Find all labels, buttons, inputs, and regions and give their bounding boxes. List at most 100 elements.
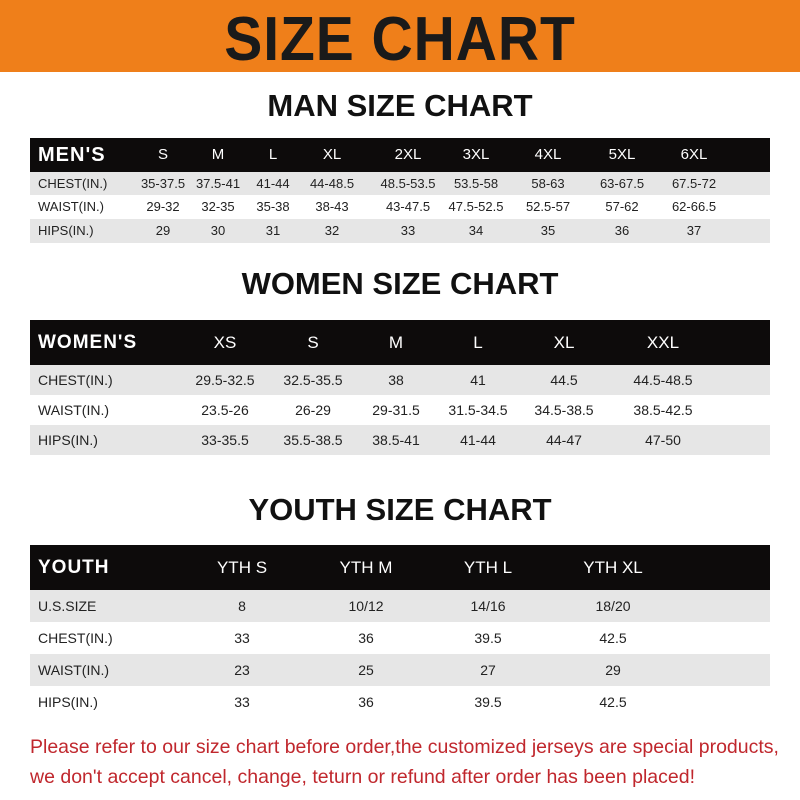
measurement-value: 33	[400, 223, 416, 238]
measurement-label: CHEST(IN.)	[38, 630, 113, 646]
size-column-header: S	[307, 333, 319, 352]
measurement-value: 35	[540, 223, 556, 238]
measurement-value: 25	[358, 662, 374, 678]
title-band	[0, 0, 800, 72]
measurement-value: 62-66.5	[671, 199, 717, 214]
table-row: WAIST(IN.) 29-32 32-35 35-38 38-43 43-47.5 47.…	[30, 195, 770, 219]
size-column-header: YTH S	[216, 558, 268, 577]
measurement-value: 38	[388, 372, 404, 388]
measurement-value: 36	[358, 694, 374, 710]
size-column-header: 2XL	[394, 146, 422, 163]
table-category-label: MEN'S	[38, 144, 106, 166]
measurement-value: 39.5	[474, 630, 502, 646]
measurement-label: WAIST(IN.)	[38, 662, 110, 678]
measurement-value: 23.5-26	[201, 402, 249, 418]
measurement-value: 35-37.5	[140, 176, 186, 191]
size-column-header: 5XL	[608, 146, 636, 163]
measurement-value: 44-47	[546, 432, 582, 448]
measurement-value: 58-63	[531, 176, 565, 191]
measurement-value: 37.5-41	[195, 176, 241, 191]
table-row: CHEST(IN.) 35-37.5 37.5-41 41-44 44-48.5 48.5…	[30, 172, 770, 195]
measurement-value: 44-48.5	[309, 176, 355, 191]
measurement-value: 41-44	[256, 176, 290, 191]
measurement-value: 36	[358, 630, 374, 646]
measurement-value: 38-43	[315, 199, 349, 214]
measurement-value: 26-29	[295, 402, 331, 418]
size-column-header: 6XL	[680, 146, 708, 163]
measurement-value: 37	[686, 223, 702, 238]
women-section-title: WOMEN SIZE CHART	[241, 266, 559, 301]
measurement-label: CHEST(IN.)	[38, 372, 113, 388]
table-category-label: WOMEN'S	[38, 332, 138, 353]
measurement-value: 47.5-52.5	[448, 199, 504, 214]
measurement-value: 43-47.5	[385, 199, 431, 214]
measurement-value: 34	[468, 223, 484, 238]
measurement-value: 30	[210, 223, 226, 238]
table-row: CHEST(IN.) 33 36 39.5 42.5	[30, 622, 770, 654]
measurement-value: 29	[155, 223, 171, 238]
table-row: HIPS(IN.) 33-35.5 35.5-38.5 38.5-41 41-44 44-…	[30, 425, 770, 455]
table-header-row: YOUTH YTH S YTH M YTH L YTH XL	[30, 545, 770, 590]
table-category-label: YOUTH	[38, 557, 110, 578]
measurement-value: 41	[470, 372, 486, 388]
size-column-header: L	[268, 146, 278, 163]
measurement-value: 31.5-34.5	[448, 402, 508, 418]
measurement-value: 27	[480, 662, 496, 678]
size-column-header: M	[211, 146, 225, 163]
size-column-header: YTH XL	[583, 558, 643, 577]
table-header-row: WOMEN'S XS S M L XL XXL	[30, 320, 770, 365]
youth-section-title: YOUTH SIZE CHART	[248, 492, 552, 527]
measurement-value: 29.5-32.5	[195, 372, 255, 388]
measurement-value: 38.5-42.5	[633, 402, 693, 418]
men-section-title: MAN SIZE CHART	[267, 88, 533, 123]
measurement-value: 10/12	[348, 598, 384, 614]
measurement-value: 39.5	[474, 694, 502, 710]
measurement-label: HIPS(IN.)	[38, 432, 98, 448]
disclaimer: Please refer to our size chart before or…	[30, 732, 790, 792]
measurement-value: 52.5-57	[525, 199, 571, 214]
disclaimer-line-1: Please refer to our size chart before or…	[30, 736, 779, 758]
measurement-value: 57-62	[605, 199, 639, 214]
size-column-header: 4XL	[534, 146, 562, 163]
measurement-value: 53.5-58	[453, 176, 499, 191]
measurement-label: WAIST(IN.)	[38, 402, 110, 418]
size-column-header: L	[473, 333, 483, 352]
table-row: WAIST(IN.) 23 25 27 29	[30, 654, 770, 686]
size-column-header: XXL	[646, 333, 680, 352]
size-column-header: 3XL	[462, 146, 490, 163]
size-column-header: S	[157, 146, 169, 163]
measurement-value: 44.5-48.5	[633, 372, 693, 388]
measurement-value: 18/20	[595, 598, 631, 614]
table-row: U.S.SIZE 8 10/12 14/16 18/20	[30, 590, 770, 622]
measurement-value: 42.5	[599, 630, 627, 646]
table-header-row: MEN'S S M L XL 2XL 3XL 4XL 5XL 6XL	[30, 138, 770, 172]
measurement-label: U.S.SIZE	[38, 598, 97, 614]
measurement-value: 23	[234, 662, 250, 678]
measurement-label: HIPS(IN.)	[38, 223, 94, 238]
size-column-header: XL	[322, 146, 342, 163]
measurement-value: 44.5	[550, 372, 578, 388]
measurement-value: 33	[234, 694, 250, 710]
table-row: HIPS(IN.) 33 36 39.5 42.5	[30, 686, 770, 718]
measurement-value: 33-35.5	[201, 432, 249, 448]
measurement-value: 36	[614, 223, 630, 238]
size-column-header: YTH M	[339, 558, 393, 577]
measurement-value: 14/16	[470, 598, 506, 614]
measurement-value: 35-38	[256, 199, 290, 214]
measurement-value: 32	[324, 223, 340, 238]
size-column-header: M	[388, 333, 404, 352]
measurement-label: HIPS(IN.)	[38, 694, 98, 710]
table-row: HIPS(IN.) 29 30 31 32 33 34 35 36 37	[30, 219, 770, 243]
measurement-value: 8	[238, 598, 246, 614]
measurement-value: 48.5-53.5	[380, 176, 436, 191]
size-column-header: XS	[213, 333, 237, 352]
measurement-value: 47-50	[645, 432, 681, 448]
table-row: CHEST(IN.) 29.5-32.5 32.5-35.5 38 41 44.5 44.5…	[30, 365, 770, 395]
disclaimer-line-2: we don't accept cancel, change, teturn o…	[30, 766, 695, 788]
measurement-value: 41-44	[460, 432, 496, 448]
measurement-label: WAIST(IN.)	[38, 199, 104, 214]
page-title: SIZE CHART	[224, 5, 576, 74]
measurement-value: 29-31.5	[372, 402, 420, 418]
measurement-value: 67.5-72	[671, 176, 717, 191]
size-column-header: XL	[553, 333, 575, 352]
